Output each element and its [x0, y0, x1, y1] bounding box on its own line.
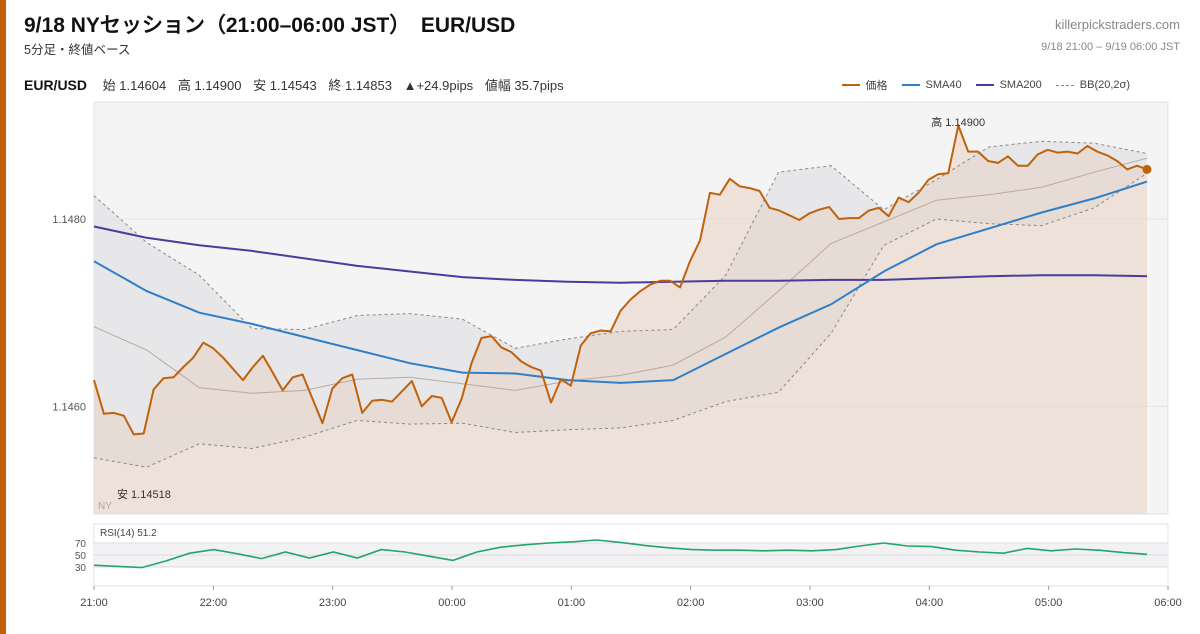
- legend-label-sma200: SMA200: [999, 79, 1042, 91]
- stat-low: 安 1.14543: [253, 78, 317, 93]
- x-tick-label: 05:00: [1035, 597, 1063, 609]
- legend-label-bb: BB(20,2σ): [1079, 79, 1130, 91]
- rsi-tick-label: 70: [75, 539, 87, 550]
- price-last-point: [1142, 164, 1152, 174]
- legend-item-bb: BB(20,2σ): [1055, 79, 1130, 91]
- legend-swatch-price: [841, 84, 860, 86]
- x-tick-label: 00:00: [438, 597, 466, 609]
- rsi-tick-label: 50: [75, 551, 87, 562]
- stat-open: 始 1.14604: [102, 78, 167, 93]
- accent-bar: [0, 0, 6, 634]
- site-name: killerpickstraders.com: [1055, 17, 1180, 32]
- legend-item-price: 価格: [841, 77, 888, 93]
- x-tick-label: 23:00: [319, 597, 347, 609]
- session-label: NY: [98, 501, 112, 512]
- x-tick-label: 06:00: [1154, 597, 1182, 609]
- legend-item-sma200: SMA200: [975, 79, 1042, 91]
- legend-label-price: 価格: [865, 80, 888, 92]
- x-tick-label: 01:00: [558, 597, 586, 609]
- y-tick-label: 1.1460: [52, 401, 86, 413]
- legend-swatch-sma40: [901, 84, 920, 86]
- x-tick-label: 03:00: [796, 597, 824, 609]
- stat-close: 終 1.14853: [328, 78, 392, 93]
- stat-high: 高 1.14900: [177, 78, 242, 93]
- stat-range: 値幅 35.7pips: [484, 78, 564, 93]
- chart-legend: 価格 SMA40 SMA200 BB(20,2σ): [841, 77, 1130, 93]
- rsi-line: [93, 539, 1148, 569]
- page-subtitle: 5分足・終値ベース: [24, 43, 131, 57]
- x-tick-label: 21:00: [80, 597, 108, 609]
- page-title: 9/18 NYセッション（21:00–06:00 JST） EUR/USD: [24, 14, 516, 37]
- bollinger-middle-line: [93, 157, 1148, 394]
- rsi-title: RSI(14) 51.2: [100, 528, 157, 539]
- time-range: 9/18 21:00 – 9/19 06:00 JST: [1041, 41, 1180, 53]
- legend-swatch-bb: [1055, 84, 1074, 86]
- y-tick-label: 1.1480: [52, 214, 86, 226]
- x-tick-label: 02:00: [677, 597, 705, 609]
- stat-change: ▲+24.9pips: [403, 78, 474, 93]
- sma200-line: [93, 225, 1148, 284]
- rsi-tick-label: 30: [75, 563, 87, 574]
- legend-item-sma40: SMA40: [901, 79, 962, 91]
- bollinger-lower-line: [93, 172, 1148, 468]
- legend-label-sma40: SMA40: [925, 79, 962, 91]
- x-tick-label: 22:00: [200, 597, 228, 609]
- stats-bar: EUR/USD 始 1.14604 高 1.14900 安 1.14543 終 …: [24, 75, 572, 94]
- legend-swatch-sma200: [975, 84, 994, 86]
- sma40-line: [93, 180, 1148, 384]
- low-annotation: 安 1.14518: [117, 487, 171, 501]
- price-line: [93, 124, 1148, 436]
- symbol-label: EUR/USD: [24, 77, 88, 93]
- x-tick-label: 04:00: [916, 597, 944, 609]
- high-annotation: 高 1.14900: [931, 115, 985, 129]
- price-area-fill: [94, 125, 1147, 515]
